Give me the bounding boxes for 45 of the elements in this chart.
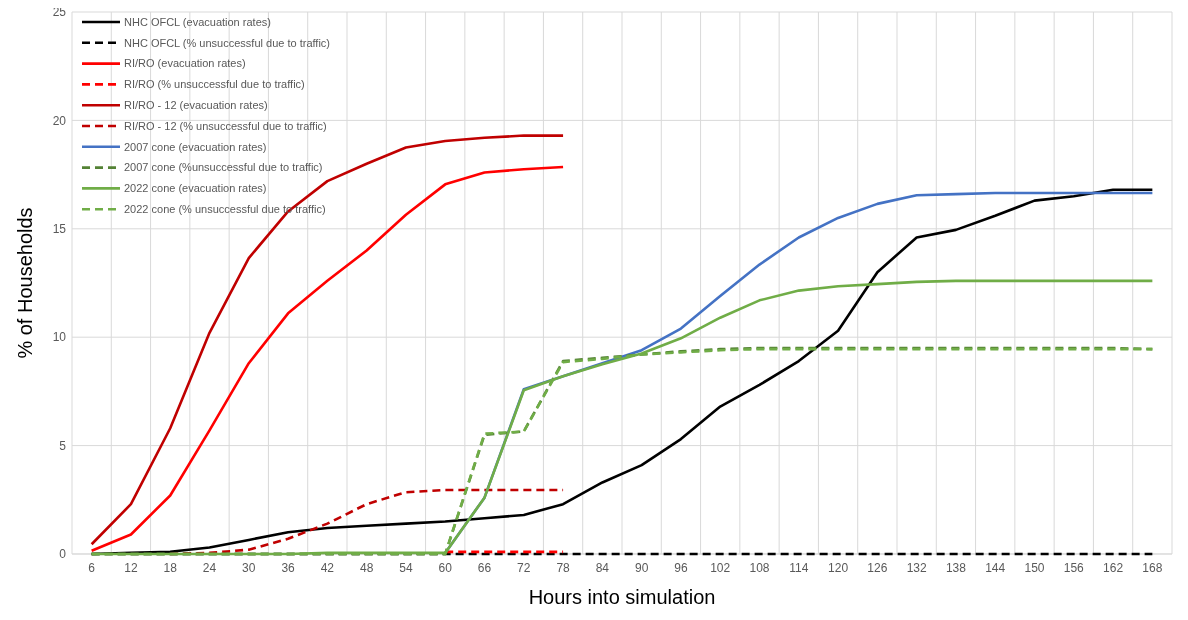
y-tick-label: 25 [52, 5, 67, 20]
y-tick-label: 10 [52, 330, 67, 345]
x-tick-label: 144 [985, 561, 1006, 575]
legend-label: NHC OFCL (% unsuccessful due to traffic) [124, 36, 331, 49]
x-tick-label: 126 [867, 561, 888, 575]
legend-label: RI/RO - 12 (evacuation rates) [124, 99, 268, 112]
x-tick-label: 72 [517, 561, 531, 575]
x-tick-label: 162 [1103, 561, 1124, 575]
x-tick-label: 156 [1063, 561, 1085, 575]
x-axis-title: Hours into simulation [528, 586, 716, 608]
x-tick-label: 54 [399, 561, 413, 575]
y-tick-label: 0 [59, 547, 67, 562]
x-tick-label: 48 [359, 561, 374, 575]
x-tick-label: 84 [595, 561, 610, 575]
y-axis-title: % of Households [14, 207, 36, 359]
x-tick-label: 90 [634, 561, 649, 575]
legend-label: RI/RO - 12 (% unsuccessful due to traffic) [124, 119, 327, 132]
x-tick-label: 18 [163, 561, 178, 575]
x-tick-label: 132 [906, 561, 927, 575]
legend-label: 2007 cone (%unsuccessful due to traffic) [124, 161, 323, 174]
x-tick-label: 120 [828, 561, 849, 575]
x-tick-label: 36 [281, 561, 296, 575]
x-tick-label: 78 [556, 561, 571, 575]
x-tick-label: 114 [789, 561, 809, 575]
legend-label: 2022 cone (evacuation rates) [124, 182, 267, 195]
y-tick-label: 15 [52, 222, 67, 236]
x-tick-label: 150 [1024, 561, 1045, 575]
y-tick-label: 5 [59, 438, 67, 453]
y-tick-label: 20 [52, 113, 67, 128]
legend-label: 2007 cone (evacuation rates) [124, 140, 267, 153]
x-tick-label: 24 [202, 561, 217, 575]
x-tick-label: 6 [88, 561, 96, 575]
legend-label: RI/RO (evacuation rates) [124, 57, 246, 70]
x-tick-label: 108 [749, 561, 770, 575]
x-tick-label: 12 [124, 561, 138, 575]
x-tick-label: 60 [438, 561, 453, 575]
legend-label: RI/RO (% unsuccessful due to traffic) [124, 78, 305, 91]
x-tick-label: 96 [674, 561, 688, 575]
x-tick-label: 168 [1142, 561, 1163, 575]
x-tick-label: 30 [242, 561, 256, 575]
x-tick-label: 66 [477, 561, 492, 575]
legend-label: NHC OFCL (evacuation rates) [124, 15, 271, 28]
x-tick-label: 42 [320, 561, 335, 575]
x-tick-label: 102 [710, 561, 731, 575]
x-tick-label: 138 [945, 561, 967, 575]
